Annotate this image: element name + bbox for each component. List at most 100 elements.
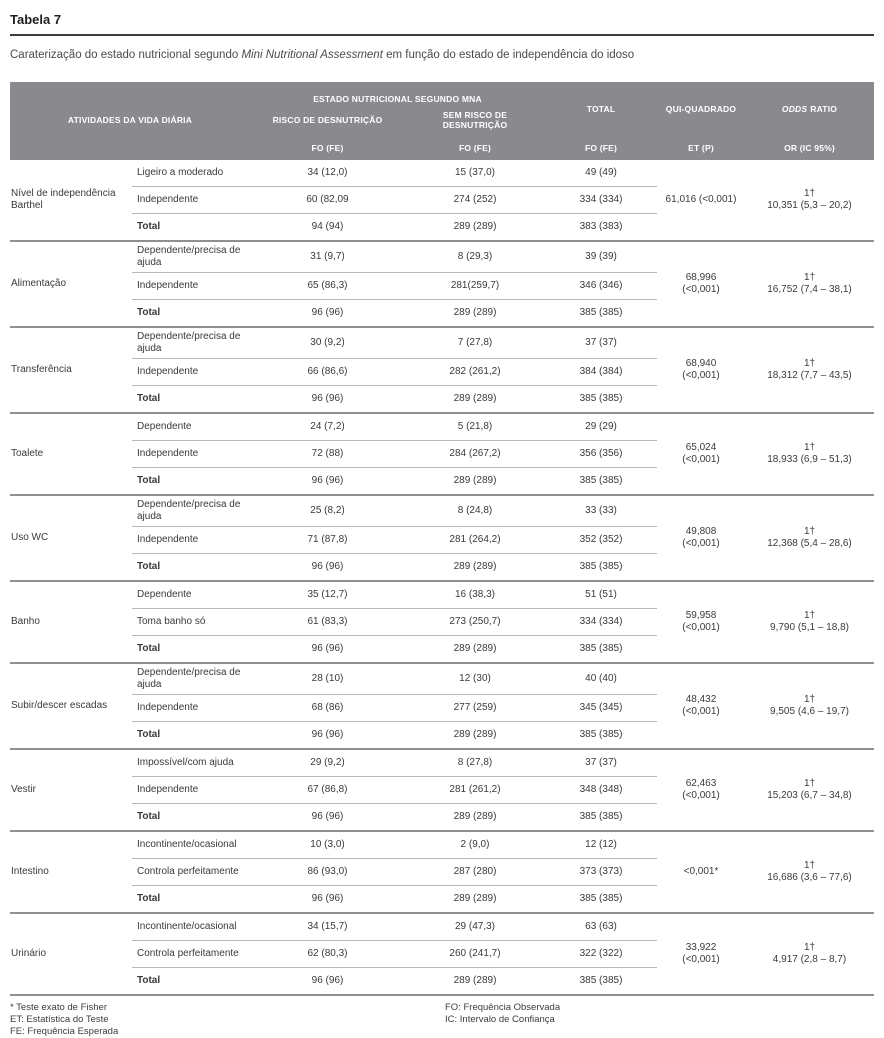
value-cell-risk: 60 (82,09 <box>250 187 405 214</box>
odds-ratio-cell: 1† 15,203 (6,7 – 34,8) <box>767 777 852 802</box>
title-rule <box>10 34 874 36</box>
value-cell-no-risk: 282 (261,2) <box>405 359 545 386</box>
row-label-cell: Dependente <box>132 582 250 609</box>
chi-square-cell: 62,463 (<0,001) <box>682 777 720 802</box>
value-cell-risk: 96 (96) <box>311 307 344 318</box>
value-cell-risk: 96 (96) <box>311 893 344 904</box>
row-label-cell: Independente <box>132 273 250 300</box>
value-cell-no-risk: 289 (289) <box>453 393 497 404</box>
value-cell-total: 385 (385) <box>579 643 623 654</box>
value-cell-no-risk: 8 (24,8) <box>405 496 545 527</box>
value-cell-total: 37 (37) <box>545 328 657 359</box>
value-cell-risk: 29 (9,2) <box>250 750 405 777</box>
section-label: Toalete <box>11 448 44 459</box>
value-cell-risk: 96 (96) <box>311 393 344 404</box>
odds-ratio-cell: 1† 9,505 (4,6 – 19,7) <box>770 693 849 718</box>
section-label: Intestino <box>11 866 49 877</box>
value-cell-total: 345 (345) <box>545 695 657 722</box>
value-cell-risk: 72 (88) <box>250 441 405 468</box>
value-cell-no-risk: 277 (259) <box>405 695 545 722</box>
table-caption: Caraterização do estado nutricional segu… <box>10 49 874 61</box>
value-cell-total: 373 (373) <box>545 859 657 886</box>
value-cell-risk: 96 (96) <box>311 729 344 740</box>
value-cell-total: 385 (385) <box>579 393 623 404</box>
row-label-cell: Total <box>137 221 161 232</box>
value-cell-risk: 96 (96) <box>311 475 344 486</box>
value-cell-risk: 62 (80,3) <box>250 941 405 968</box>
row-label-cell: Independente <box>132 527 250 554</box>
caption-italic-text: Mini Nutritional Assessment <box>241 49 383 61</box>
value-cell-risk: 71 (87,8) <box>250 527 405 554</box>
chi-square-cell: 65,024 (<0,001) <box>682 441 720 466</box>
table-label: Tabela 7 <box>10 12 62 27</box>
value-cell-no-risk: 289 (289) <box>453 811 497 822</box>
value-cell-total: 385 (385) <box>579 561 623 572</box>
row-label-cell: Independente <box>132 359 250 386</box>
value-cell-risk: 86 (93,0) <box>250 859 405 886</box>
value-cell-total: 384 (384) <box>545 359 657 386</box>
subheader-fo-fe-risk: FO (FE) <box>311 142 344 153</box>
odds-ratio-cell: 1† 12,368 (5,4 – 28,6) <box>767 525 852 550</box>
chi-square-cell: 33,922 (<0,001) <box>682 941 720 966</box>
header-atividades-vida-diaria: ATIVIDADES DA VIDA DIÁRIA <box>67 114 193 125</box>
value-cell-no-risk: 284 (267,2) <box>405 441 545 468</box>
caption-text-suffix: em função do estado de independência do … <box>382 49 635 61</box>
value-cell-total: 383 (383) <box>579 221 623 232</box>
value-cell-total: 51 (51) <box>545 582 657 609</box>
chi-square-cell: 61,016 (<0,001) <box>665 193 737 205</box>
header-estado-nutricional-mna: ESTADO NUTRICIONAL SEGUNDO MNA <box>313 93 482 104</box>
value-cell-no-risk: 15 (37,0) <box>405 160 545 187</box>
chi-square-cell: <0,001* <box>683 865 719 877</box>
value-cell-total: 385 (385) <box>579 975 623 986</box>
value-cell-no-risk: 273 (250,7) <box>405 609 545 636</box>
table-section: Urinário Incontinente/ocasional 34 (15,7) 2… <box>10 914 874 996</box>
odds-ratio-cell: 1† 9,790 (5,1 – 18,8) <box>770 609 849 634</box>
value-cell-total: 356 (356) <box>545 441 657 468</box>
chi-square-cell: 49,808 (<0,001) <box>682 525 720 550</box>
table-section: Banho Dependente 35 (12,7) 16 (38,3) 51 (51)… <box>10 582 874 664</box>
header-total: TOTAL <box>586 103 616 114</box>
footnotes-right-column: FO: Frequência Observada IC: Intervalo de… <box>445 1002 874 1038</box>
row-label-cell: Total <box>137 393 161 404</box>
value-cell-risk: 68 (86) <box>250 695 405 722</box>
value-cell-risk: 35 (12,7) <box>250 582 405 609</box>
value-cell-risk: 28 (10) <box>250 664 405 695</box>
row-label-cell: Total <box>137 811 161 822</box>
chi-square-cell: 59,958 (<0,001) <box>682 609 720 634</box>
chi-square-cell: 68,996 (<0,001) <box>682 271 720 296</box>
value-cell-no-risk: 289 (289) <box>453 221 497 232</box>
value-cell-risk: 96 (96) <box>311 975 344 986</box>
row-label-cell: Dependente/precisa de ajuda <box>132 496 250 527</box>
value-cell-risk: 25 (8,2) <box>250 496 405 527</box>
row-label-cell: Total <box>137 975 161 986</box>
section-label: Vestir <box>11 784 37 795</box>
section-label: Banho <box>11 616 40 627</box>
table-section: Alimentação Dependente/precisa de ajuda 31… <box>10 242 874 328</box>
row-label-cell: Toma banho só <box>132 609 250 636</box>
value-cell-total: 385 (385) <box>579 811 623 822</box>
row-label-cell: Dependente/precisa de ajuda <box>132 328 250 359</box>
subheader-fo-fe-no-risk: FO (FE) <box>458 142 492 153</box>
value-cell-no-risk: 281 (261,2) <box>405 777 545 804</box>
row-label-cell: Controla perfeitamente <box>132 859 250 886</box>
header-odds-italic: ODDS <box>781 103 808 114</box>
odds-ratio-cell: 1† 16,752 (7,4 – 38,1) <box>767 271 852 296</box>
value-cell-risk: 31 (9,7) <box>250 242 405 273</box>
row-label-cell: Total <box>137 893 161 904</box>
value-cell-risk: 66 (86,6) <box>250 359 405 386</box>
value-cell-total: 37 (37) <box>545 750 657 777</box>
value-cell-risk: 30 (9,2) <box>250 328 405 359</box>
row-label-cell: Incontinente/ocasional <box>132 832 250 859</box>
table-section: Transferência Dependente/precisa de ajuda… <box>10 328 874 414</box>
value-cell-risk: 96 (96) <box>311 643 344 654</box>
row-label-cell: Impossível/com ajuda <box>132 750 250 777</box>
footnote-line: ET: Estatística do Teste <box>10 1014 109 1025</box>
value-cell-risk: 10 (3,0) <box>250 832 405 859</box>
value-cell-risk: 24 (7,2) <box>250 414 405 441</box>
value-cell-no-risk: 2 (9,0) <box>405 832 545 859</box>
table-section: Vestir Impossível/com ajuda 29 (9,2) 8 (27,… <box>10 750 874 832</box>
value-cell-total: 63 (63) <box>545 914 657 941</box>
value-cell-risk: 96 (96) <box>311 561 344 572</box>
value-cell-total: 385 (385) <box>579 475 623 486</box>
